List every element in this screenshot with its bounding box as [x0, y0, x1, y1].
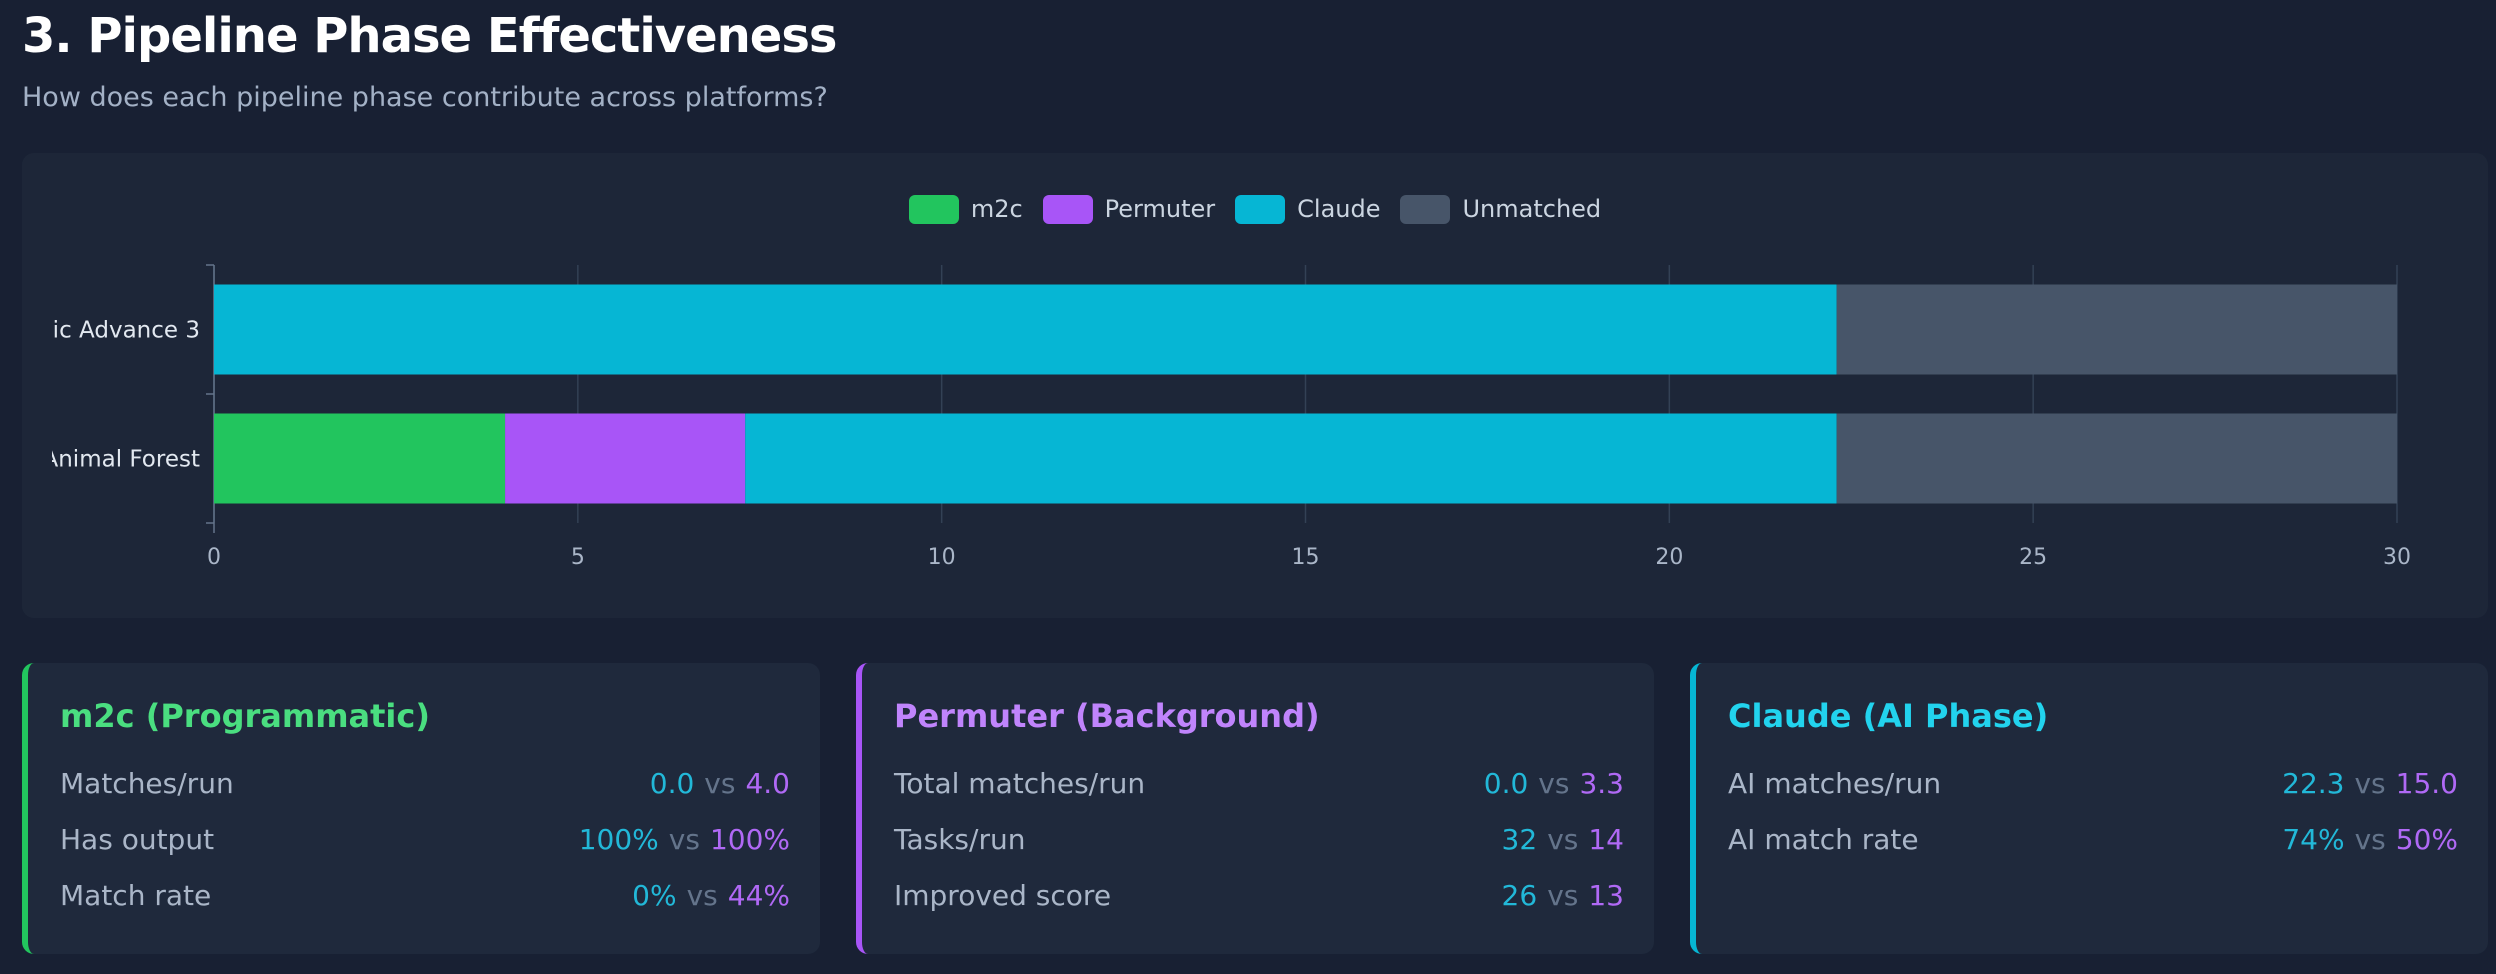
value-b: 4.0 [745, 766, 790, 800]
bar-permuter-1 [505, 413, 746, 504]
card-row: Matches/run 0.0 vs 4.0 [60, 755, 790, 811]
card-permuter: Permuter (Background) Total matches/run … [856, 663, 1654, 954]
legend-item-m2c[interactable]: m2c [908, 194, 1023, 224]
row-value: 0% vs 44% [632, 879, 790, 912]
row-label: AI match rate [1728, 822, 1919, 856]
card-claude: Claude (AI Phase) AI matches/run 22.3 vs 1… [1690, 663, 2488, 954]
legend-item-permuter[interactable]: Permuter [1042, 194, 1216, 224]
card-m2c: m2c (Programmatic) Matches/run 0.0 vs 4.0 … [22, 663, 820, 954]
value-vs: vs [686, 878, 718, 912]
card-row: Total matches/run 0.0 vs 3.3 [894, 755, 1624, 811]
card-title: m2c (Programmatic) [60, 697, 430, 735]
y-tick-label: nic Advance 3 [38, 318, 200, 344]
row-label: Improved score [894, 878, 1112, 912]
x-tick-label: 5 [571, 545, 585, 570]
clip-mask [22, 153, 52, 618]
value-a: 22.3 [2282, 766, 2345, 800]
row-label: Has output [60, 822, 215, 856]
value-b: 14 [1588, 822, 1624, 856]
chart-legend: m2c Permuter Claude Unmatched [22, 191, 2488, 227]
bar-unmatched-1 [1836, 413, 2397, 504]
value-vs: vs [2354, 822, 2386, 856]
row-label: AI matches/run [1728, 766, 1942, 800]
page-title: 3. Pipeline Phase Effectiveness [22, 8, 837, 64]
row-value: 0.0 vs 3.3 [1484, 767, 1624, 800]
x-tick-label: 25 [2019, 545, 2047, 570]
legend-item-claude[interactable]: Claude [1235, 194, 1381, 224]
value-a: 74% [2282, 822, 2345, 856]
row-label: Matches/run [60, 766, 234, 800]
value-vs: vs [1547, 822, 1579, 856]
row-value: 32 vs 14 [1502, 823, 1624, 856]
y-tick-label: Animal Forest [43, 447, 201, 473]
card-title: Permuter (Background) [894, 697, 1320, 735]
legend-label-permuter: Permuter [1104, 195, 1216, 223]
bar-claude-0 [214, 284, 1837, 375]
legend-swatch-m2c [908, 194, 959, 224]
row-label: Total matches/run [894, 766, 1146, 800]
value-a: 0% [632, 878, 677, 912]
row-value: 22.3 vs 15.0 [2282, 767, 2458, 800]
legend-label-unmatched: Unmatched [1462, 195, 1602, 223]
legend-swatch-unmatched [1400, 194, 1451, 224]
value-b: 13 [1588, 878, 1624, 912]
x-tick-label: 30 [2383, 545, 2411, 570]
value-a: 100% [578, 822, 659, 856]
phase-cards: m2c (Programmatic) Matches/run 0.0 vs 4.0 … [22, 663, 2488, 954]
legend-swatch-permuter [1042, 194, 1093, 224]
row-value: 74% vs 50% [2282, 823, 2458, 856]
card-row: Match rate 0% vs 44% [60, 867, 790, 923]
row-label: Match rate [60, 878, 212, 912]
value-a: 26 [1501, 878, 1538, 912]
legend-label-claude: Claude [1297, 195, 1381, 223]
row-label: Tasks/run [894, 822, 1026, 856]
value-vs: vs [704, 766, 736, 800]
value-a: 32 [1501, 822, 1538, 856]
value-b: 50% [2395, 822, 2458, 856]
bar-claude-1 [745, 413, 1837, 504]
value-vs: vs [1547, 878, 1579, 912]
value-a: 0.0 [649, 766, 695, 800]
card-row: AI matches/run 22.3 vs 15.0 [1728, 755, 2458, 811]
value-b: 15.0 [2395, 766, 2458, 800]
value-vs: vs [668, 822, 700, 856]
card-row: Improved score 26 vs 13 [894, 867, 1624, 923]
row-value: 0.0 vs 4.0 [650, 767, 790, 800]
x-tick-label: 15 [1292, 545, 1320, 570]
card-row: AI match rate 74% vs 50% [1728, 811, 2458, 867]
value-b: 100% [709, 822, 790, 856]
page-subtitle: How does each pipeline phase contribute … [22, 82, 828, 113]
chart-card: m2c Permuter Claude Unmatched nic Advanc… [22, 153, 2488, 618]
value-vs: vs [2354, 766, 2386, 800]
bar-unmatched-0 [1836, 284, 2397, 375]
card-row: Tasks/run 32 vs 14 [894, 811, 1624, 867]
x-tick-label: 10 [928, 545, 956, 570]
value-b: 44% [727, 878, 790, 912]
legend-item-unmatched[interactable]: Unmatched [1400, 194, 1602, 224]
row-value: 26 vs 13 [1502, 879, 1624, 912]
value-b: 3.3 [1579, 766, 1624, 800]
card-row: Has output 100% vs 100% [60, 811, 790, 867]
legend-swatch-claude [1235, 194, 1286, 224]
x-tick-label: 20 [1655, 545, 1683, 570]
x-tick-label: 0 [207, 545, 221, 570]
stacked-bar-chart: nic Advance 3 Animal Forest 0 5 10 15 20 25 30 [22, 153, 2411, 618]
bar-m2c-1 [214, 413, 506, 504]
value-vs: vs [1538, 766, 1570, 800]
legend-label-m2c: m2c [970, 195, 1023, 223]
row-value: 100% vs 100% [579, 823, 790, 856]
value-a: 0.0 [1483, 766, 1529, 800]
card-title: Claude (AI Phase) [1728, 697, 2049, 735]
